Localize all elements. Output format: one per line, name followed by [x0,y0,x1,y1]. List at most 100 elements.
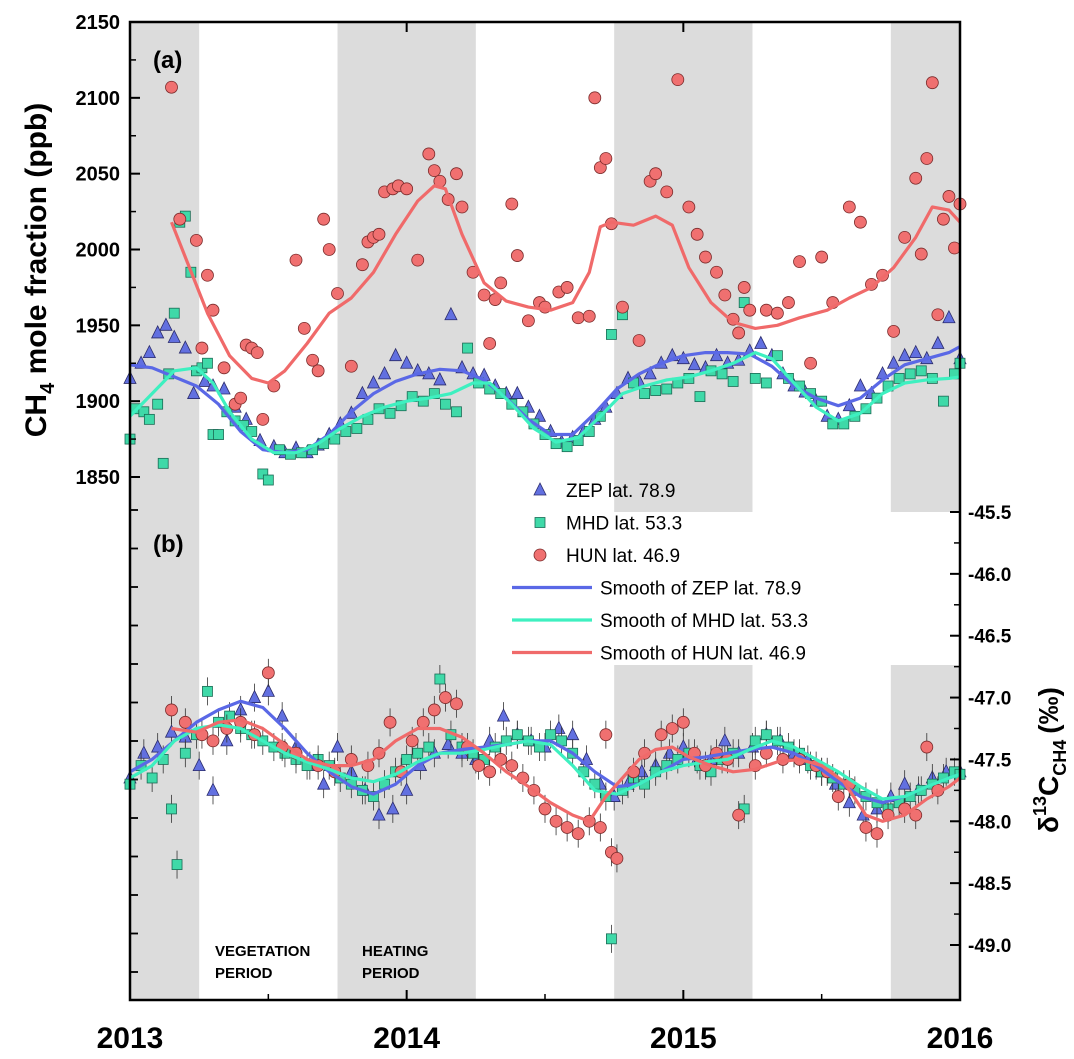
mhd-point-a-37 [439,398,451,410]
legend-marker-1 [534,517,546,528]
left-y-axis-title: CH4 mole fraction (ppb) [20,103,59,437]
hun-point-a-63 [699,250,712,264]
panel-a-marks [123,73,967,486]
zep-point-a-30 [444,306,458,321]
mhd-point-b-45 [606,933,617,945]
hun-point-a-35 [450,167,463,181]
mhd-point-b-8 [202,685,213,697]
hun-point-a-4 [201,268,214,282]
hun-point-b-26 [505,759,519,773]
mhd-point-a-48 [561,441,573,453]
hun-point-b-23 [472,759,486,773]
legend-marker-2 [533,548,547,562]
hun-point-a-11 [250,346,264,360]
right-tick-label-0: -45.5 [968,503,1012,524]
zep-point-b-20 [400,782,414,796]
hun-point-b-47 [732,808,746,822]
zep-point-b-15 [330,739,345,753]
hun-point-a-21 [344,359,358,373]
zep-point-b-3 [164,724,179,738]
hun-point-a-75 [815,250,829,264]
hun-point-b-29 [538,802,552,816]
left-tick-label-2100: 2100 [76,88,121,110]
zep-point-a-7 [186,385,201,399]
mhd-point-b-27 [412,747,424,759]
hun-point-a-67 [732,326,746,340]
right-tick-label-6: -48.5 [968,874,1012,895]
mhd-point-a-60 [694,391,706,403]
zep-point-a-52 [687,356,702,371]
zep-point-a-72 [909,344,923,359]
panel-b-label: (b) [153,531,184,558]
mhd-point-a-29 [351,423,363,434]
zep-point-b-56 [898,776,912,790]
mhd-point-b-23 [368,791,379,802]
hun-point-a-61 [682,200,696,214]
mhd-point-a-65 [749,373,761,384]
zep-point-a-70 [886,355,901,369]
hun-point-a-69 [743,303,757,317]
hun-point-a-81 [887,324,900,338]
axes: 1850 1900 1950 2000 2050 2100 2150 -45.5 -46.0 -4… [76,12,1012,1055]
zep-point-b-32 [566,726,580,741]
x-tick-label-2013: 2013 [97,1022,164,1055]
zep-point-a-58 [754,335,768,349]
legend-marker-0 [533,482,547,496]
zep-point-a-48 [643,365,657,380]
left-tick-label-2050: 2050 [76,164,121,186]
hun-point-b-57 [870,827,884,841]
mhd-point-a-55 [639,388,650,399]
zep-point-a-66 [842,397,856,412]
hun-point-a-65 [718,288,732,302]
hun-point-a-18 [317,212,331,226]
vegetation-period-label: VEGETATION [215,943,310,960]
legend-label-3: Smooth of ZEP lat. 78.9 [600,579,801,600]
hun-point-a-44 [522,314,535,328]
hun-point-b-35 [599,728,613,742]
hun-point-b-54 [831,790,845,803]
zep-point-a-38 [532,408,547,422]
smooth-line-zep-b [129,699,961,805]
mhd-point-b-6 [179,747,191,759]
mhd-point-b-59 [760,729,772,741]
mhd-point-a-82 [938,395,949,407]
hun-point-b-30 [549,814,563,828]
hun-point-b-20 [438,691,452,704]
mhd-point-a-15 [213,429,224,440]
zep-point-a-25 [388,347,403,362]
zep-point-b-10 [261,683,275,697]
zep-point-a-3 [151,325,165,339]
zep-point-a-54 [709,347,724,362]
hun-point-b-17 [405,734,419,748]
hun-point-a-70 [759,303,773,317]
hun-point-a-88 [937,212,950,226]
hun-point-a-1 [173,212,187,226]
hun-point-a-90 [948,241,961,255]
mhd-point-a-38 [451,406,462,418]
mhd-point-a-7 [168,307,180,319]
left-tick-label-1900: 1900 [76,391,121,413]
hun-point-a-22 [355,258,369,272]
mhd-point-a-56 [650,385,662,396]
zep-point-b-18 [372,807,386,821]
hun-point-b-40 [654,728,668,742]
zep-point-a-22 [355,385,370,399]
mhd-point-b-36 [511,729,523,741]
zep-point-a-23 [366,375,381,389]
hun-point-b-32 [571,827,585,841]
right-y-axis-title: δ13CCH4(‰) [1030,687,1070,833]
zep-point-b-43 [718,732,732,747]
hun-point-b-21 [450,697,463,711]
smooth-line-hun-b [171,718,961,823]
legend-label-4: Smooth of MHD lat. 53.3 [600,611,808,632]
hun-point-b-0 [165,703,178,717]
zep-point-a-2 [142,344,157,359]
right-tick-label-7: -49.0 [968,936,1011,957]
zep-point-a-75 [942,309,956,324]
zep-point-b-19 [386,801,400,815]
legend-label-5: Smooth of HUN lat. 46.9 [600,644,806,665]
plot-frame [128,20,962,1002]
shade-b-3 [890,665,960,1000]
mhd-point-a-78 [893,373,905,384]
left-tick-label-2150: 2150 [76,12,121,34]
